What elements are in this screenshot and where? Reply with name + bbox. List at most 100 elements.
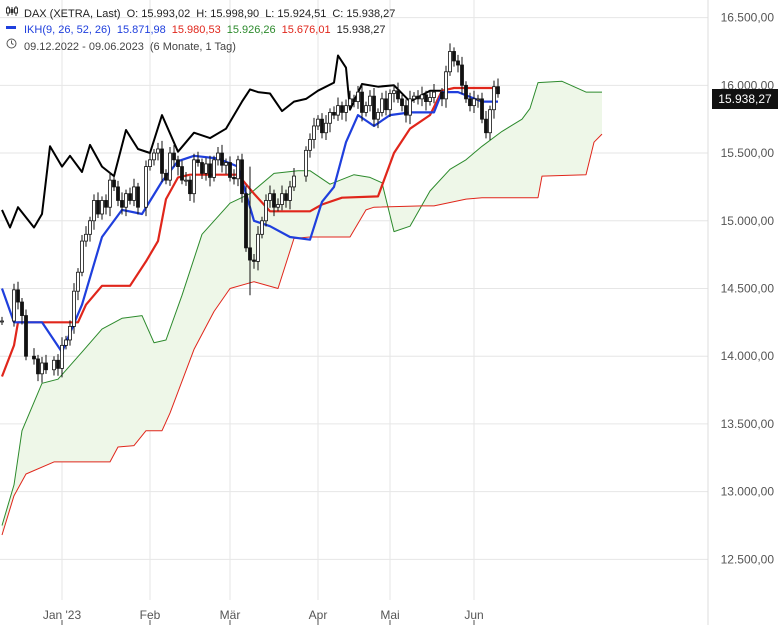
y-tick-label: 13.000,00: [721, 485, 775, 499]
candle: [292, 167, 296, 191]
candle: [320, 113, 324, 139]
y-tick-label: 14.000,00: [721, 349, 775, 363]
legend-ikh-span-a: 15.926,26: [226, 24, 276, 36]
candle: [120, 192, 124, 215]
candle: [24, 309, 28, 361]
candle: [56, 354, 60, 376]
candle: [252, 253, 256, 269]
candle: [484, 111, 488, 139]
candle: [84, 226, 88, 247]
candle: [176, 155, 180, 176]
candle: [480, 92, 484, 124]
candle: [64, 335, 68, 350]
candle: [332, 106, 336, 120]
candle: [220, 144, 224, 173]
candle: [200, 158, 204, 180]
candle: [428, 91, 432, 106]
ikh-line-icon: [6, 22, 20, 38]
legend-range-detail: (6 Monate, 1 Tag): [149, 40, 236, 53]
candle: [280, 185, 284, 211]
candle: [492, 80, 496, 119]
candle: [228, 156, 232, 182]
candle: [216, 146, 220, 166]
candle: [144, 160, 148, 217]
candle: [340, 101, 344, 120]
legend-range: 09.12.2022 - 09.06.2023: [24, 40, 144, 53]
y-tick-label: 16.000,00: [721, 78, 775, 92]
candle: [88, 216, 92, 242]
legend-row-dax: DAX (XETRA, Last) O: 15.993,02 H: 15.998…: [6, 6, 395, 22]
legend-low: L: 15.924,51: [265, 8, 327, 20]
candle: [316, 115, 320, 131]
legend-ikh-chikou: 15.938,27: [336, 24, 386, 36]
candle: [364, 101, 368, 117]
candle: [496, 78, 500, 98]
x-tick-label: Mär: [220, 608, 241, 622]
candle: [424, 90, 428, 111]
legend-row-ikh: IKH(9, 26, 52, 26) 15.871,98 15.980,53 1…: [6, 22, 395, 38]
candle: [68, 320, 72, 346]
candle: [400, 94, 404, 112]
candle: [308, 133, 312, 158]
senkou-span-a-line: [1, 80, 602, 526]
clock-icon: [6, 38, 20, 55]
candle: [312, 117, 316, 149]
candle: [408, 90, 412, 125]
candle: [36, 354, 40, 382]
candle: [344, 99, 348, 122]
candle: [388, 89, 392, 118]
candle: [148, 151, 152, 171]
candle: [304, 146, 308, 182]
senkou-span-b-line: [1, 133, 603, 536]
candle: [112, 176, 116, 191]
candle: [336, 97, 340, 121]
candle: [360, 83, 364, 122]
legend-ikh-tenkan: 15.871,98: [116, 24, 166, 36]
candle: [396, 82, 400, 103]
candle: [128, 187, 132, 205]
candle: [20, 297, 24, 325]
y-axis-labels: 12.500,00 13.000,00 13.500,00 14.000,00 14.5…: [721, 11, 775, 567]
candle: [264, 194, 268, 227]
candle: [52, 356, 56, 376]
candle: [156, 142, 160, 161]
y-tick-label: 16.500,00: [721, 11, 775, 25]
candle: [444, 65, 448, 108]
candle: [456, 54, 460, 73]
candle: [368, 90, 372, 112]
candle: [208, 155, 212, 187]
x-axis-labels: Jan '23 Feb Mär Apr Mai Jun: [43, 608, 484, 622]
candle: [188, 176, 192, 201]
legend-row-range: 09.12.2022 - 09.06.2023 (6 Monate, 1 Tag…: [6, 38, 395, 55]
x-tick-label: Mai: [380, 608, 399, 622]
candle: [404, 99, 408, 123]
candle: [132, 178, 136, 207]
candle: [124, 189, 128, 217]
candle: [100, 196, 104, 220]
x-tick-label: Jun: [464, 608, 483, 622]
y-tick-label: 14.500,00: [721, 281, 775, 295]
candle: [452, 47, 456, 67]
candle: [116, 180, 120, 207]
candle: [256, 226, 260, 271]
candle: [356, 86, 360, 109]
candle: [192, 153, 196, 203]
chart-legend: DAX (XETRA, Last) O: 15.993,02 H: 15.998…: [6, 6, 395, 55]
candle: [440, 88, 444, 107]
candle: [180, 160, 184, 185]
candle: [236, 155, 240, 187]
candle: [488, 105, 492, 141]
candle: [328, 108, 332, 133]
candle: [0, 316, 4, 326]
candle: [352, 94, 356, 108]
candle: [168, 146, 172, 186]
y-tick-label: 15.000,00: [721, 214, 775, 228]
candle: [276, 198, 280, 212]
candle: [284, 189, 288, 208]
candle: [224, 158, 228, 175]
candle: [392, 84, 396, 103]
candle: [432, 83, 436, 104]
y-tick-label: 12.500,00: [721, 552, 775, 566]
candle: [348, 90, 352, 110]
